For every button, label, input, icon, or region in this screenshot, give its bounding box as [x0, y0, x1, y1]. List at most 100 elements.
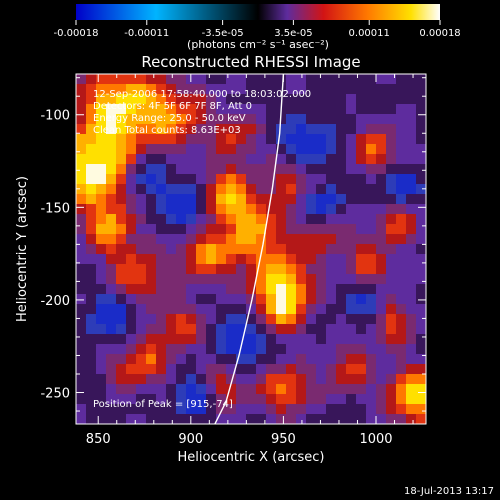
heatmap-cell [416, 364, 426, 375]
heatmap-cell [396, 254, 407, 265]
heatmap-cell [76, 174, 87, 185]
heatmap-cell [96, 374, 107, 385]
heatmap-cell [276, 84, 287, 95]
heatmap-cell [146, 334, 157, 345]
heatmap-cell [176, 114, 187, 125]
heatmap-cell [406, 104, 417, 115]
heatmap-cell [346, 304, 357, 315]
heatmap-cell [116, 304, 127, 315]
heatmap-cell [116, 234, 127, 245]
heatmap-cell [386, 164, 397, 175]
heatmap-cell [106, 414, 117, 424]
heatmap-cell [196, 404, 207, 415]
heatmap-cell [136, 344, 147, 355]
heatmap-cell [86, 114, 97, 125]
heatmap-cell [146, 254, 157, 265]
heatmap-cell [116, 214, 127, 225]
heatmap-cell [316, 244, 327, 255]
heatmap-cell [86, 384, 97, 395]
heatmap-cell [316, 404, 327, 415]
heatmap-cell [356, 164, 367, 175]
heatmap-cell [136, 84, 147, 95]
heatmap-cell [296, 414, 307, 424]
heatmap-cell [296, 114, 307, 125]
heatmap-cell [126, 124, 137, 135]
heatmap-cell [306, 374, 317, 385]
heatmap-cell [216, 94, 227, 105]
heatmap-cell [116, 254, 127, 265]
heatmap-cell [336, 384, 347, 395]
heatmap-cell [96, 244, 107, 255]
heatmap-cell [146, 194, 157, 205]
heatmap-cell [226, 184, 237, 195]
heatmap-cell [326, 224, 337, 235]
heatmap-cell [336, 394, 347, 405]
heatmap-cell [416, 144, 426, 155]
heatmap-cell [286, 244, 297, 255]
heatmap-cell [106, 144, 117, 155]
heatmap-cell [116, 184, 127, 195]
heatmap-cell [176, 364, 187, 375]
heatmap-cell [256, 234, 267, 245]
heatmap-cell [126, 94, 137, 105]
heatmap-cell [106, 404, 117, 415]
heatmap-cell [146, 184, 157, 195]
heatmap-cell [76, 84, 87, 95]
heatmap-cell [266, 334, 277, 345]
heatmap-cell [306, 184, 317, 195]
heatmap-cell [146, 74, 157, 85]
heatmap-cell [116, 174, 127, 185]
heatmap-cell [406, 404, 417, 415]
heatmap-cell [326, 184, 337, 195]
heatmap-cell [246, 164, 257, 175]
heatmap-cell [116, 334, 127, 345]
heatmap-cell [416, 404, 426, 415]
heatmap-cell [116, 264, 127, 275]
heatmap-cell [236, 74, 247, 85]
heatmap-cell [396, 414, 407, 424]
heatmap-cell [206, 264, 217, 275]
heatmap-cell [286, 344, 297, 355]
heatmap-cell [146, 394, 157, 405]
heatmap-cell [266, 184, 277, 195]
heatmap-cell [246, 304, 257, 315]
heatmap-cell [226, 374, 237, 385]
heatmap-cell [216, 294, 227, 305]
heatmap-cell [216, 244, 227, 255]
heatmap-cell [96, 174, 107, 185]
heatmap-cell [96, 124, 107, 135]
heatmap-cell [186, 234, 197, 245]
heatmap-cell [246, 414, 257, 424]
heatmap-cell [396, 124, 407, 135]
heatmap-cell [296, 194, 307, 205]
heatmap-cell [126, 404, 137, 415]
heatmap-cell [386, 244, 397, 255]
heatmap-cell [186, 344, 197, 355]
heatmap-cell [176, 214, 187, 225]
heatmap-cell [246, 394, 257, 405]
heatmap-cell [386, 74, 397, 85]
heatmap-cell [196, 344, 207, 355]
heatmap-cell [176, 94, 187, 105]
heatmap-cell [126, 254, 137, 265]
heatmap-cell [366, 154, 377, 165]
heatmap-cell [416, 264, 426, 275]
heatmap-cell [176, 314, 187, 325]
heatmap-cell [286, 104, 297, 115]
heatmap-cell [76, 154, 87, 165]
heatmap-cell [96, 274, 107, 285]
heatmap-cell [126, 234, 137, 245]
heatmap-cell [276, 354, 287, 365]
heatmap-cell [416, 104, 426, 115]
heatmap-cell [366, 274, 377, 285]
heatmap-cell [366, 214, 377, 225]
heatmap-cell [326, 244, 337, 255]
heatmap-cell [176, 254, 187, 265]
heatmap-cell [146, 134, 157, 145]
heatmap-cell [296, 74, 307, 85]
heatmap-cell [86, 354, 97, 365]
heatmap-cell [76, 304, 87, 315]
plot-frame [75, 73, 427, 425]
heatmap-cell [116, 164, 127, 175]
heatmap-cell [186, 174, 197, 185]
